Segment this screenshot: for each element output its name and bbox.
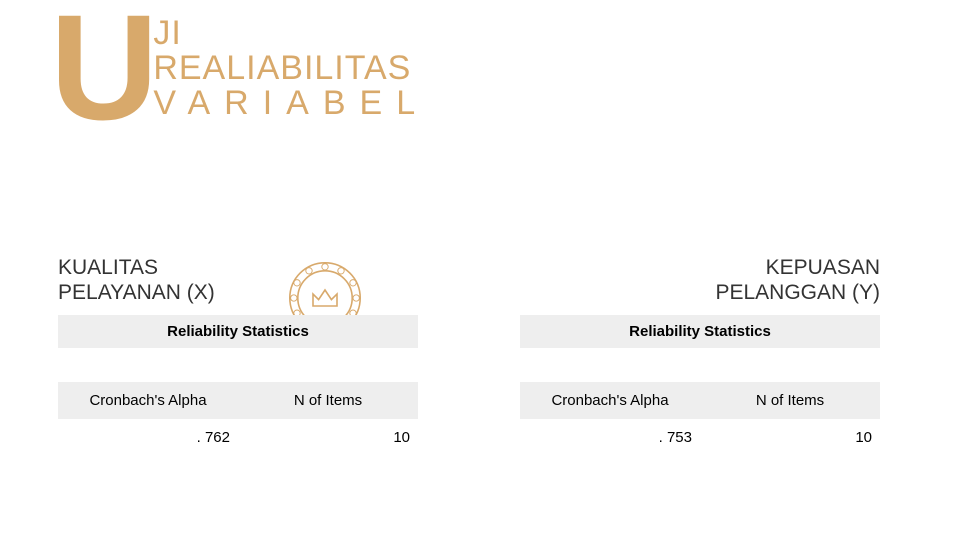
right-col-1: N of Items (700, 382, 880, 419)
left-col-0: Cronbach's Alpha (58, 382, 238, 419)
left-table: Reliability Statistics Cronbach's Alpha … (58, 315, 418, 456)
page-heading: U JI REALIABILITAS VARIABEL (50, 0, 429, 135)
heading-line-2: REALIABILITAS (153, 49, 429, 88)
left-table-spacer (58, 348, 418, 382)
left-cell-1: 10 (238, 419, 418, 456)
right-col-0: Cronbach's Alpha (520, 382, 700, 419)
section-left: KUALITASPELAYANAN (X) Reliability Statis… (58, 255, 418, 456)
heading-drop-cap: U (50, 0, 153, 135)
left-cell-0: . 762 (58, 419, 238, 456)
right-cell-0: . 753 (520, 419, 700, 456)
right-section-title: KEPUASANPELANGGAN (Y) (520, 255, 880, 305)
heading-line-1: JI (153, 14, 429, 53)
left-section-title: KUALITASPELAYANAN (X) (58, 255, 418, 305)
left-table-caption: Reliability Statistics (58, 315, 418, 348)
right-table-spacer (520, 348, 880, 382)
heading-line-3: VARIABEL (153, 84, 429, 123)
section-right: KEPUASANPELANGGAN (Y) Reliability Statis… (520, 255, 880, 456)
right-table: Reliability Statistics Cronbach's Alpha … (520, 315, 880, 456)
left-col-1: N of Items (238, 382, 418, 419)
heading-rest: JI REALIABILITAS VARIABEL (153, 14, 429, 123)
right-cell-1: 10 (700, 419, 880, 456)
right-table-caption: Reliability Statistics (520, 315, 880, 348)
